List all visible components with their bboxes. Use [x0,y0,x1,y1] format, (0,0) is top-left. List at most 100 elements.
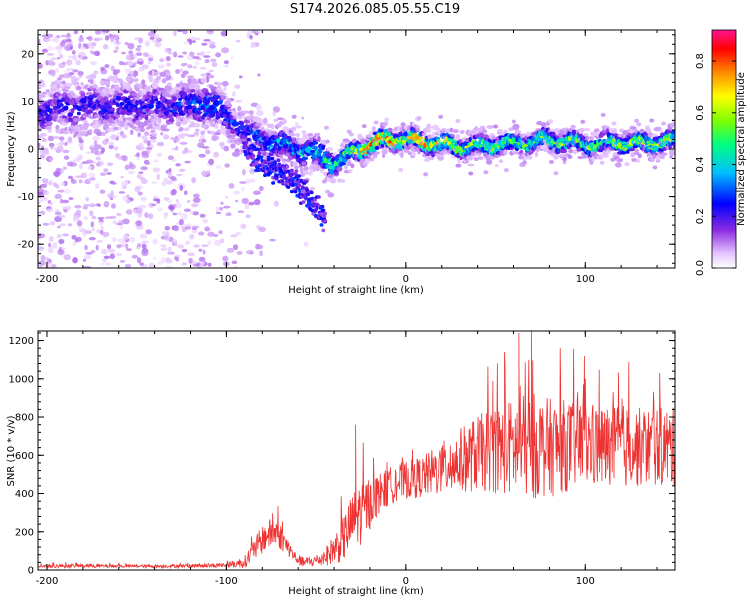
heatmap-cell [75,236,82,242]
heatmap-cell [46,121,53,126]
heatmap-cell [103,80,110,86]
heatmap-cell [240,223,247,230]
heatmap-cell [151,203,157,206]
heatmap-cell [208,74,215,79]
heatmap-cell [163,197,170,201]
heatmap-cell [141,249,149,257]
heatmap-cell [83,216,89,221]
heatmap-cell [371,125,376,132]
heatmap-cell [124,42,129,46]
heatmap-cell [38,142,41,148]
heatmap-cell [262,117,268,124]
heatmap-cell [101,248,108,255]
heatmap-cell [339,161,346,166]
heatmap-cell [80,82,84,86]
heatmap-cell [512,151,520,155]
heatmap-cell [305,188,310,192]
heatmap-cell [216,129,221,133]
heatmap-cell [112,79,119,84]
heatmap-cell [271,125,275,130]
heatmap-cell [50,57,57,60]
heatmap-cell [221,47,230,54]
heatmap-cell [221,92,227,97]
heatmap-cell [643,133,650,137]
heatmap-cell [66,32,71,38]
heatmap-cell [192,227,197,231]
heatmap-cell [69,130,74,135]
heatmap-cell [139,146,147,149]
heatmap-cell [112,220,118,225]
heatmap-cell [133,78,139,83]
heatmap-cell [95,124,102,128]
heatmap-cell [171,96,178,101]
heatmap-cell [477,156,484,161]
heatmap-cell [141,240,149,244]
heatmap-cell [201,170,208,177]
heatmap-cell [473,157,479,162]
colorbar: 0.0 0.2 0.4 0.6 0.8 Normalized spectral ampl… [695,29,747,276]
heatmap-cell [110,134,117,141]
heatmap-cell [455,119,461,123]
heatmap-cell [71,234,77,240]
heatmap-cell [105,84,111,88]
heatmap-cell [313,167,317,172]
heatmap-cell [493,124,499,129]
heatmap-cell [235,40,241,43]
heatmap-cell [195,61,200,66]
heatmap-cell [232,121,240,127]
heatmap-cell [110,190,114,196]
heatmap-cell [204,226,210,232]
heatmap-cell [103,123,109,129]
heatmap-cell [250,178,256,183]
heatmap-cell [154,98,159,102]
heatmap-cell [221,129,228,135]
heatmap-cell [301,156,309,161]
snr-series-line [38,331,675,570]
heatmap-cell [326,147,333,152]
heatmap-cell [672,143,675,149]
x-tick-label: 100 [576,576,595,587]
heatmap-cell [580,119,586,124]
snr-ylabel: SNR (10 * v/v) [6,415,17,486]
heatmap-cell [277,162,282,167]
heatmap-cell [145,115,149,121]
heatmap-cell [670,129,675,135]
heatmap-cell [63,105,69,111]
heatmap-cell [38,260,46,266]
heatmap-cell [136,220,141,225]
heatmap-cell [316,195,321,199]
heatmap-cell [165,74,172,81]
heatmap-cell [109,253,115,260]
heatmap-cell [156,75,162,80]
heatmap-cell [115,95,122,101]
heatmap-cell [157,261,163,265]
heatmap-cell [115,103,120,107]
heatmap-cell [115,153,121,159]
heatmap-cell [258,185,264,192]
heatmap-cell [211,111,216,117]
heatmap-cell [340,178,346,183]
heatmap-cell [301,130,307,135]
heatmap-cell [266,157,271,162]
heatmap-cell [90,249,96,254]
heatmap-cell [624,162,630,167]
heatmap-cell [87,35,93,42]
heatmap-cell [194,37,201,41]
heatmap-cell [301,200,306,204]
heatmap-cell [48,61,56,66]
heatmap-cell [346,161,352,166]
heatmap-cell [85,151,93,155]
heatmap-cell [76,77,80,81]
heatmap-cell [134,186,141,193]
heatmap-cell [167,199,173,204]
heatmap-cell [116,252,122,257]
heatmap-cell [257,151,262,155]
heatmap-cell [255,104,262,111]
heatmap-cell [192,56,200,59]
heatmap-cell [562,156,567,161]
heatmap-cell [201,42,208,46]
heatmap-cell [436,139,441,143]
heatmap-cell [110,36,114,43]
heatmap-cell [201,244,209,248]
heatmap-cell [118,78,123,84]
